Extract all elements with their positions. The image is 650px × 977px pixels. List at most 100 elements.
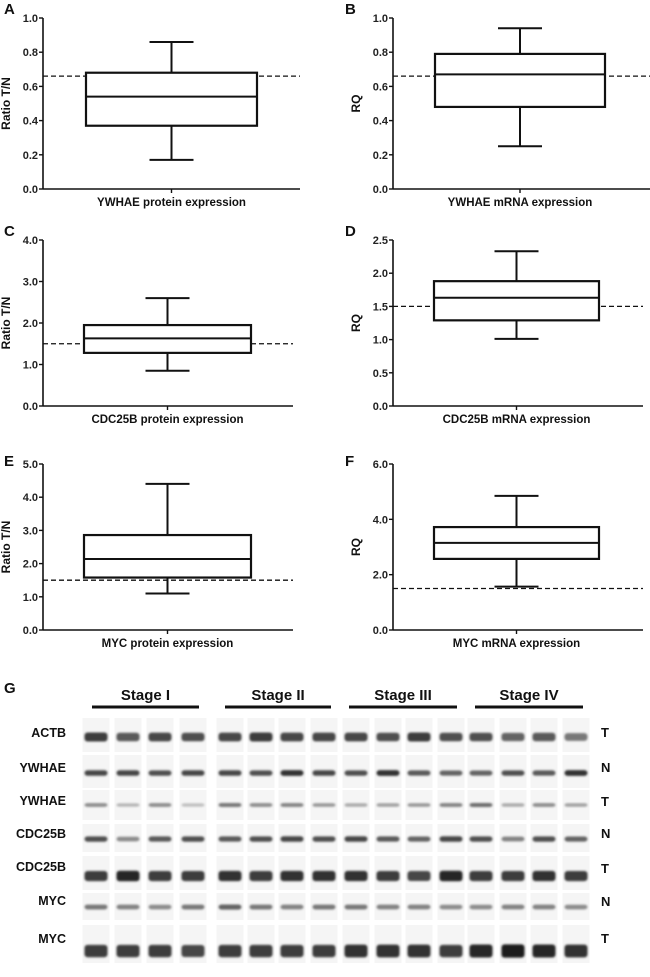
blot-band (148, 770, 172, 776)
blot-row: MYC N (38, 893, 610, 920)
chart-panel-f: F 0.0 2.0 4.0 6.0 RQ MYC mRNA expression (345, 453, 643, 650)
panel-letter: C (4, 223, 15, 240)
iqr-box (433, 52, 607, 109)
blot-band (181, 870, 205, 882)
blot-band (249, 870, 273, 882)
blot-band (84, 904, 108, 910)
panel-letter: E (4, 453, 14, 470)
blot-row: YWHAE T (19, 790, 609, 820)
blot-band (501, 870, 525, 882)
blot-band (407, 836, 431, 842)
panel-letter: D (345, 223, 356, 240)
panel-letter: G (4, 680, 16, 697)
chart-panel-c: C 0.0 1.0 2.0 3.0 4.0 Ratio T/N CDC25B protein … (0, 223, 293, 426)
blot-band (376, 870, 400, 882)
blot-band (564, 904, 588, 910)
blot-band (532, 770, 556, 776)
blot-band (84, 803, 108, 807)
blot-band (501, 836, 525, 842)
tissue-label: T (601, 794, 609, 809)
blot-band (116, 732, 140, 742)
chart-panel-a: A 0.0 0.2 0.4 0.6 0.8 1.0 Ratio T/N YWHAE protei… (0, 1, 300, 209)
blot-band (280, 870, 304, 882)
blot-band (439, 836, 463, 842)
blot-band (84, 944, 108, 958)
row-label: CDC25B (16, 860, 66, 874)
y-tick-label: 6.0 (373, 459, 388, 471)
x-axis-label: CDC25B mRNA expression (443, 414, 591, 426)
blot-band (407, 871, 431, 881)
blot-band (344, 732, 368, 742)
panel-letter: B (345, 1, 356, 18)
blot-row: MYC T (38, 925, 609, 963)
blot-band (312, 870, 336, 882)
y-tick-label: 1.0 (373, 335, 388, 347)
blot-band (181, 904, 205, 910)
row-label: YWHAE (19, 794, 66, 808)
blot-band (116, 770, 140, 776)
blot-band (469, 870, 493, 882)
tissue-label: N (601, 894, 610, 909)
blot-band (439, 803, 463, 807)
blot-band (116, 870, 140, 882)
y-tick-label: 1.5 (373, 301, 388, 313)
blot-lane (216, 925, 244, 963)
y-tick-label: 0.0 (373, 401, 388, 413)
blot-band (564, 944, 588, 958)
y-tick-label: 1.0 (23, 592, 38, 604)
blot-band (532, 836, 556, 842)
y-tick-label: 0.5 (373, 368, 388, 380)
blot-band (84, 870, 108, 882)
blot-band (116, 836, 140, 842)
y-tick-label: 4.0 (23, 492, 38, 504)
blot-lane (310, 925, 338, 963)
blot-band (532, 870, 556, 882)
row-label: CDC25B (16, 827, 66, 841)
blot-band (501, 732, 525, 742)
stage-label: Stage III (374, 687, 432, 704)
blot-band (218, 803, 242, 807)
blot-band (376, 732, 400, 742)
stage-label: Stage II (251, 687, 304, 704)
tissue-label: T (601, 931, 609, 946)
blot-band (84, 770, 108, 776)
blot-band (501, 904, 525, 910)
blot-band (280, 803, 304, 807)
blot-band (376, 836, 400, 842)
blot-band (218, 870, 242, 882)
blot-band (249, 836, 273, 842)
y-tick-label: 0.6 (373, 81, 388, 93)
y-tick-label: 0.0 (23, 401, 38, 413)
y-tick-label: 5.0 (23, 459, 38, 471)
tissue-label: T (601, 725, 609, 740)
iqr-box (432, 280, 601, 322)
row-label: YWHAE (19, 761, 66, 775)
blot-band (280, 836, 304, 842)
blot-band (407, 770, 431, 776)
blot-band (564, 836, 588, 842)
blot-band (84, 732, 108, 742)
blot-band (280, 732, 304, 742)
blot-band (218, 732, 242, 742)
blot-band (564, 733, 588, 741)
stage-label: Stage I (121, 687, 170, 704)
row-label: MYC (38, 894, 66, 908)
y-tick-label: 2.0 (23, 318, 38, 330)
blot-band (469, 732, 493, 742)
y-axis-label: Ratio T/N (0, 521, 13, 574)
iqr-box (84, 71, 259, 127)
y-tick-label: 0.6 (23, 81, 38, 93)
blot-band (148, 803, 172, 807)
y-tick-label: 2.0 (373, 570, 388, 582)
y-tick-label: 0.2 (23, 150, 38, 162)
blot-band (564, 870, 588, 882)
tissue-label: N (601, 826, 610, 841)
y-tick-label: 3.0 (23, 525, 38, 537)
row-label: ACTB (31, 726, 66, 740)
blot-band (312, 904, 336, 910)
chart-panel-b: B 0.0 0.2 0.4 0.6 0.8 1.0 RQ YWHAE mRNA expressi… (345, 1, 650, 209)
blot-band (344, 836, 368, 842)
blot-band (344, 944, 368, 958)
blot-band (249, 803, 273, 807)
